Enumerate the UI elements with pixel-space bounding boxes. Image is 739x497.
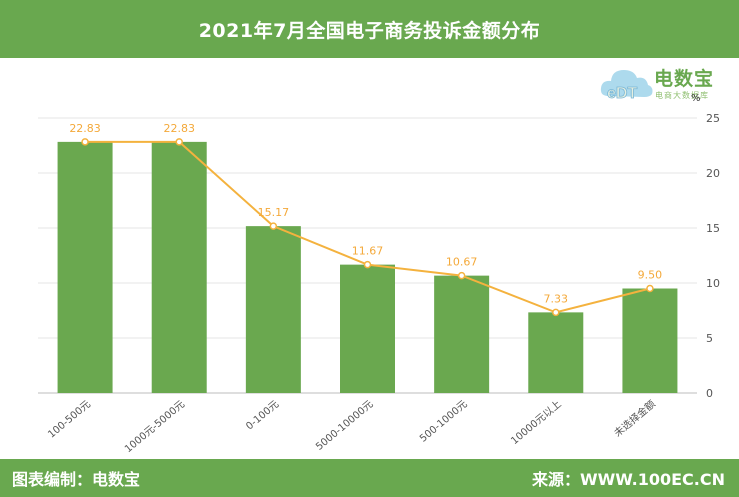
logo-brand-name: 电数宝 [654, 68, 715, 90]
bar-chart: 0 5 10 15 20 25 100-500元 1000元-5000元 0-100元 5000… [38, 112, 720, 455]
x-tick-label: 0-100元 [244, 399, 281, 433]
chart-title: 2021年7月全国电子商务投诉金额分布 [198, 19, 541, 42]
data-label: 7.33 [544, 292, 569, 305]
bar [434, 275, 490, 393]
bar [151, 141, 207, 393]
logo-tagline: 电商大数据库 [655, 91, 709, 100]
y-axis-ticks: 0 5 10 15 20 25 [706, 112, 720, 400]
trend-point [175, 138, 183, 146]
footer-credit: 图表编制：电数宝 [12, 470, 141, 489]
x-tick-label: 未选择金额 [611, 397, 658, 439]
brand-logo: eDT 电数宝 电商大数据库 [598, 60, 738, 106]
data-label: 10.67 [446, 256, 478, 269]
x-tick-label: 500-1000元 [418, 399, 470, 445]
data-label: 9.50 [638, 269, 663, 282]
logo-mark: eDT [607, 85, 637, 102]
data-labels: 22.83 22.83 15.17 11.67 10.67 7.33 9.50 [69, 122, 662, 306]
y-tick-label: 15 [706, 222, 720, 235]
bar [245, 226, 301, 393]
cloud-logo-icon: eDT [600, 70, 653, 102]
y-tick-label: 10 [706, 277, 720, 290]
trend-point [457, 271, 466, 280]
trend-point [646, 284, 654, 293]
y-tick-label: 0 [706, 387, 713, 400]
bar [57, 141, 113, 393]
trend-point [363, 260, 372, 269]
trend-points [81, 138, 654, 317]
y-tick-label: 25 [706, 112, 720, 125]
trend-point [552, 308, 560, 317]
x-tick-label: 10000元以上 [509, 398, 564, 447]
trend-point [269, 222, 278, 230]
y-axis-unit: % [691, 93, 701, 104]
data-label: 11.67 [352, 245, 384, 258]
bar [528, 312, 584, 393]
y-tick-label: 20 [706, 167, 720, 180]
x-axis-ticks: 100-500元 1000元-5000元 0-100元 5000-10000元 500-… [46, 397, 658, 455]
x-tick-label: 100-500元 [46, 399, 93, 441]
trend-point [81, 138, 89, 146]
data-label: 22.83 [69, 122, 101, 135]
footer-bar: 图表编制：电数宝 来源：WWW.100EC.CN [0, 459, 739, 497]
x-tick-label: 1000元-5000元 [123, 399, 187, 455]
bar [622, 288, 678, 393]
data-label: 15.17 [258, 206, 290, 219]
footer-source: 来源：WWW.100EC.CN [531, 470, 725, 489]
x-tick-label: 5000-10000元 [314, 399, 375, 453]
y-tick-label: 5 [706, 332, 713, 345]
bar-series [57, 141, 678, 393]
chart-header: 2021年7月全国电子商务投诉金额分布 [0, 0, 739, 58]
data-label: 22.83 [163, 122, 195, 135]
bar [340, 264, 395, 393]
